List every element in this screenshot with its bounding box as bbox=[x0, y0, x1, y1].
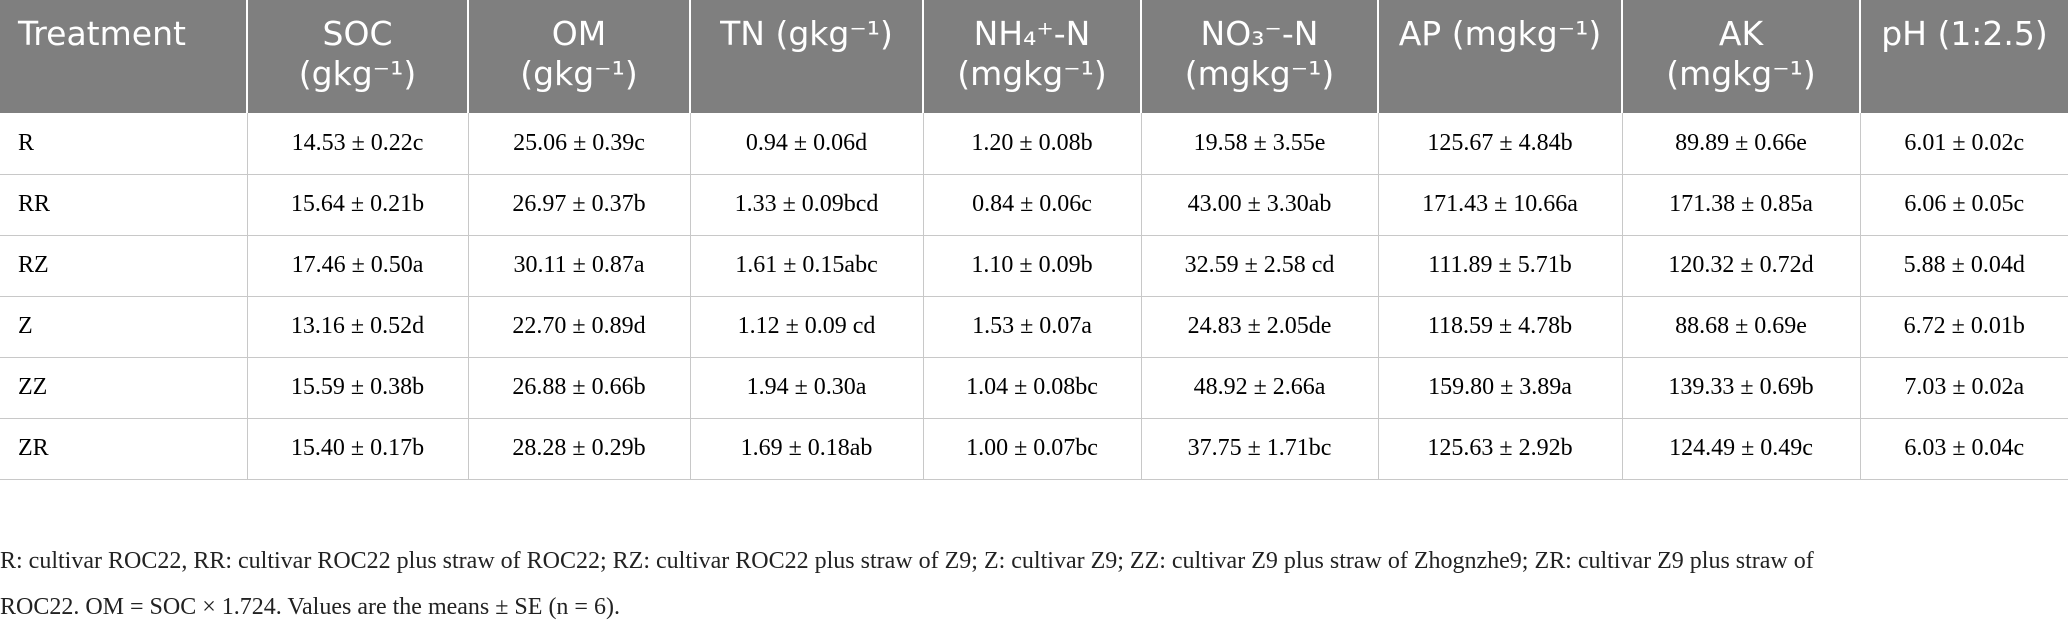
table-cell: 120.32 ± 0.72d bbox=[1621, 235, 1861, 297]
footnote-line: ROC22. OM = SOC × 1.724. Values are the … bbox=[0, 594, 620, 620]
table-cell: 26.88 ± 0.66b bbox=[467, 357, 691, 419]
table-row: ZR 15.40 ± 0.17b 28.28 ± 0.29b 1.69 ± 0.18a… bbox=[0, 418, 2068, 480]
table-cell: 1.94 ± 0.30a bbox=[689, 357, 924, 419]
table-cell: 15.40 ± 0.17b bbox=[246, 418, 469, 480]
table-cell: 1.10 ± 0.09b bbox=[922, 235, 1142, 297]
footnote: R: cultivar ROC22, RR: cultivar ROC22 pl… bbox=[0, 538, 1814, 630]
table-cell: 89.89 ± 0.66e bbox=[1621, 113, 1861, 175]
table-cell: 7.03 ± 0.02a bbox=[1859, 357, 2068, 419]
header-cell: AP (mgkg⁻¹) bbox=[1377, 0, 1622, 113]
table-cell: 13.16 ± 0.52d bbox=[246, 296, 469, 358]
header-text: (mgkg⁻¹) bbox=[1666, 54, 1816, 93]
table-cell: 6.01 ± 0.02c bbox=[1859, 113, 2068, 175]
table-cell: 159.80 ± 3.89a bbox=[1377, 357, 1623, 419]
header-text: (gkg⁻¹) bbox=[520, 54, 638, 93]
table-cell: 15.59 ± 0.38b bbox=[246, 357, 469, 419]
table-cell: 1.33 ± 0.09bcd bbox=[689, 174, 924, 236]
header-text: SOC bbox=[322, 14, 393, 53]
header-cell: OM (gkg⁻¹) bbox=[467, 0, 690, 113]
header-text: NO₃⁻-N bbox=[1200, 14, 1319, 53]
table-cell: 1.69 ± 0.18ab bbox=[689, 418, 924, 480]
header-text: AK bbox=[1718, 14, 1764, 53]
table-cell: RR bbox=[0, 174, 248, 236]
header-text: AP (mgkg⁻¹) bbox=[1398, 14, 1602, 53]
table-cell: 6.06 ± 0.05c bbox=[1859, 174, 2068, 236]
table-cell: 118.59 ± 4.78b bbox=[1377, 296, 1623, 358]
footnote-line: R: cultivar ROC22, RR: cultivar ROC22 pl… bbox=[0, 548, 1814, 574]
header-text: (mgkg⁻¹) bbox=[957, 54, 1107, 93]
table-row: R 14.53 ± 0.22c 25.06 ± 0.39c 0.94 ± 0.06d 1… bbox=[0, 113, 2068, 175]
header-cell: pH (1:2.5) bbox=[1859, 0, 2068, 113]
table-cell: 1.12 ± 0.09 cd bbox=[689, 296, 924, 358]
table-cell: 88.68 ± 0.69e bbox=[1621, 296, 1861, 358]
table-cell: 124.49 ± 0.49c bbox=[1621, 418, 1861, 480]
table-cell: 26.97 ± 0.37b bbox=[467, 174, 691, 236]
table-cell: 139.33 ± 0.69b bbox=[1621, 357, 1861, 419]
table-cell: ZR bbox=[0, 418, 248, 480]
table-cell: 6.72 ± 0.01b bbox=[1859, 296, 2068, 358]
table-cell: 0.84 ± 0.06c bbox=[922, 174, 1142, 236]
table-cell: 17.46 ± 0.50a bbox=[246, 235, 469, 297]
table-row: RR 15.64 ± 0.21b 26.97 ± 0.37b 1.33 ± 0.09b… bbox=[0, 174, 2068, 236]
table-cell: 0.94 ± 0.06d bbox=[689, 113, 924, 175]
table-cell: 14.53 ± 0.22c bbox=[246, 113, 469, 175]
table-cell: Z bbox=[0, 296, 248, 358]
table-cell: ZZ bbox=[0, 357, 248, 419]
table-cell: 30.11 ± 0.87a bbox=[467, 235, 691, 297]
header-text: NH₄⁺-N bbox=[973, 14, 1091, 53]
table-cell: 19.58 ± 3.55e bbox=[1140, 113, 1379, 175]
table-cell: 1.04 ± 0.08bc bbox=[922, 357, 1142, 419]
header-text: OM bbox=[551, 14, 607, 53]
data-table: Treatment SOC (gkg⁻¹) OM (gkg⁻¹) TN (gkg⁻¹) NH… bbox=[0, 0, 2068, 480]
table-body: R 14.53 ± 0.22c 25.06 ± 0.39c 0.94 ± 0.06d 1… bbox=[0, 113, 2068, 480]
header-text: (gkg⁻¹) bbox=[298, 54, 417, 93]
table-cell: 171.43 ± 10.66a bbox=[1377, 174, 1623, 236]
table-cell: 171.38 ± 0.85a bbox=[1621, 174, 1861, 236]
table-cell: 24.83 ± 2.05de bbox=[1140, 296, 1379, 358]
table-cell: 25.06 ± 0.39c bbox=[467, 113, 691, 175]
table-cell: 43.00 ± 3.30ab bbox=[1140, 174, 1379, 236]
table-cell: 22.70 ± 0.89d bbox=[467, 296, 691, 358]
header-cell: SOC (gkg⁻¹) bbox=[246, 0, 468, 113]
header-row: Treatment SOC (gkg⁻¹) OM (gkg⁻¹) TN (gkg⁻¹) NH… bbox=[0, 0, 2068, 113]
table-cell: RZ bbox=[0, 235, 248, 297]
table-cell: 1.53 ± 0.07a bbox=[922, 296, 1142, 358]
table-cell: 32.59 ± 2.58 cd bbox=[1140, 235, 1379, 297]
table-row: ZZ 15.59 ± 0.38b 26.88 ± 0.66b 1.94 ± 0.30a… bbox=[0, 357, 2068, 419]
header-text: pH (1:2.5) bbox=[1881, 14, 2048, 53]
header-cell: Treatment bbox=[0, 0, 247, 113]
table-cell: R bbox=[0, 113, 248, 175]
table-cell: 5.88 ± 0.04d bbox=[1859, 235, 2068, 297]
table-cell: 15.64 ± 0.21b bbox=[246, 174, 469, 236]
table-cell: 48.92 ± 2.66a bbox=[1140, 357, 1379, 419]
header-text: (mgkg⁻¹) bbox=[1184, 54, 1335, 93]
header-text: TN (gkg⁻¹) bbox=[720, 14, 893, 53]
header-cell: NO₃⁻-N (mgkg⁻¹) bbox=[1140, 0, 1378, 113]
table-cell: 6.03 ± 0.04c bbox=[1859, 418, 2068, 480]
table-cell: 1.00 ± 0.07bc bbox=[922, 418, 1142, 480]
header-text: Treatment bbox=[18, 14, 186, 53]
table-cell: 125.67 ± 4.84b bbox=[1377, 113, 1623, 175]
table-row: RZ 17.46 ± 0.50a 30.11 ± 0.87a 1.61 ± 0.15a… bbox=[0, 235, 2068, 297]
table-cell: 28.28 ± 0.29b bbox=[467, 418, 691, 480]
header-cell: TN (gkg⁻¹) bbox=[689, 0, 923, 113]
header-cell: AK (mgkg⁻¹) bbox=[1621, 0, 1860, 113]
header-cell: NH₄⁺-N (mgkg⁻¹) bbox=[922, 0, 1141, 113]
table-cell: 37.75 ± 1.71bc bbox=[1140, 418, 1379, 480]
table-cell: 125.63 ± 2.92b bbox=[1377, 418, 1623, 480]
table-cell: 111.89 ± 5.71b bbox=[1377, 235, 1623, 297]
table-cell: 1.61 ± 0.15abc bbox=[689, 235, 924, 297]
table-row: Z 13.16 ± 0.52d 22.70 ± 0.89d 1.12 ± 0.09 c… bbox=[0, 296, 2068, 358]
table-cell: 1.20 ± 0.08b bbox=[922, 113, 1142, 175]
